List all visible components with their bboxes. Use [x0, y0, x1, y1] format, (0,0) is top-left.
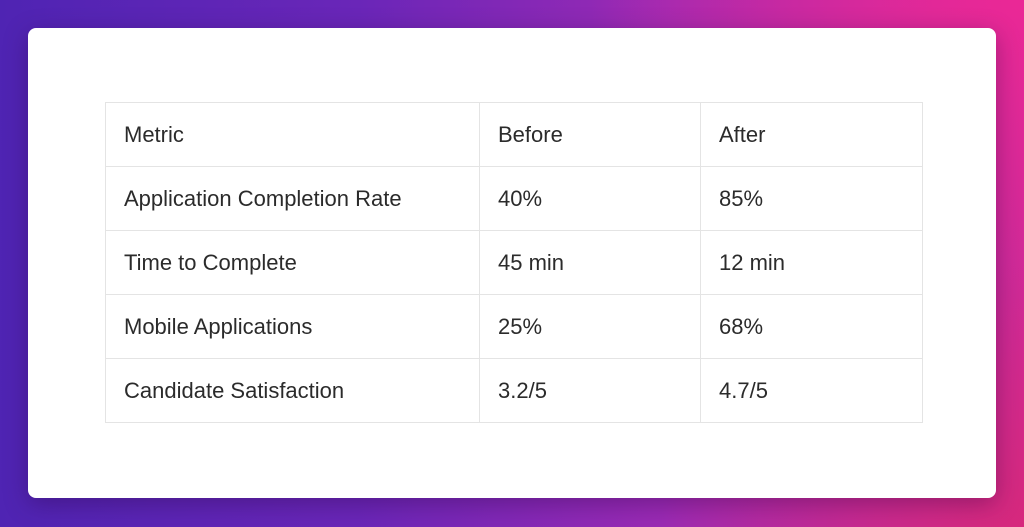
content-card: Metric Before After Application Completi…: [28, 28, 996, 498]
metric-cell: Application Completion Rate: [105, 166, 480, 231]
before-cell: 3.2/5: [479, 358, 701, 423]
header-before: Before: [479, 102, 701, 167]
before-cell: 25%: [479, 294, 701, 359]
table-row: Mobile Applications 25% 68%: [105, 294, 923, 359]
metric-cell: Mobile Applications: [105, 294, 480, 359]
after-cell: 12 min: [700, 230, 923, 295]
metric-cell: Time to Complete: [105, 230, 480, 295]
table-row: Time to Complete 45 min 12 min: [105, 230, 923, 295]
header-after: After: [700, 102, 923, 167]
after-cell: 68%: [700, 294, 923, 359]
before-cell: 45 min: [479, 230, 701, 295]
before-cell: 40%: [479, 166, 701, 231]
header-metric: Metric: [105, 102, 480, 167]
table-row: Candidate Satisfaction 3.2/5 4.7/5: [105, 358, 923, 423]
table-row: Application Completion Rate 40% 85%: [105, 166, 923, 231]
metric-cell: Candidate Satisfaction: [105, 358, 480, 423]
after-cell: 4.7/5: [700, 358, 923, 423]
metrics-table: Metric Before After Application Completi…: [105, 102, 923, 423]
after-cell: 85%: [700, 166, 923, 231]
table-header-row: Metric Before After: [105, 102, 923, 167]
